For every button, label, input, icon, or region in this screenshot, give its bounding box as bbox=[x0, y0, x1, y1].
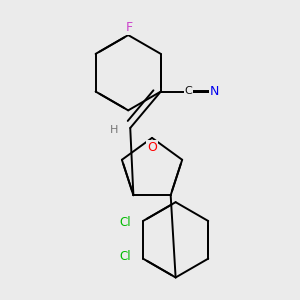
Text: H: H bbox=[110, 125, 118, 135]
Text: O: O bbox=[147, 141, 157, 154]
Text: Cl: Cl bbox=[119, 217, 131, 230]
Text: Cl: Cl bbox=[119, 250, 131, 263]
Text: C: C bbox=[185, 85, 192, 96]
Text: F: F bbox=[126, 21, 133, 34]
Text: N: N bbox=[210, 85, 219, 98]
